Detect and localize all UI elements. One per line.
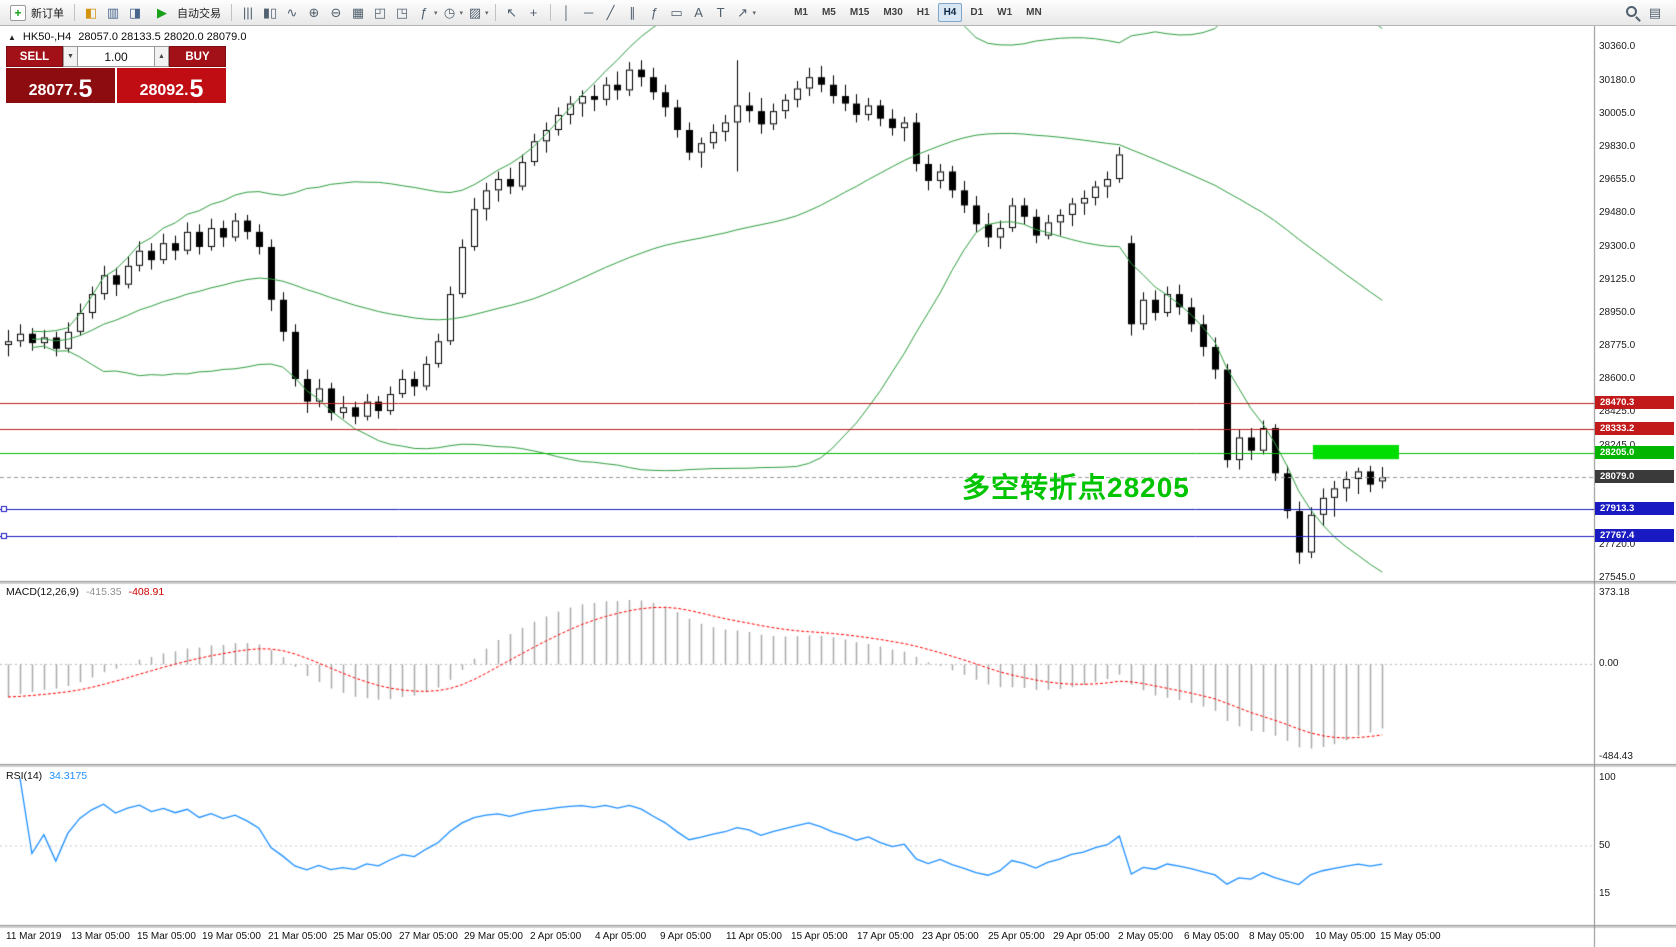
volume-increase-button[interactable]: ▲ — [154, 46, 169, 67]
buy-button[interactable]: BUY — [169, 46, 226, 67]
toolbar-separator — [74, 4, 75, 21]
cursor-icon[interactable]: ↖ — [506, 4, 517, 20]
shapes-icon[interactable]: ▭ — [670, 4, 683, 20]
timeframe-mn-button[interactable]: MN — [1026, 7, 1042, 18]
ohlc-label: 28057.0 28133.5 28020.0 28079.0 — [78, 31, 247, 43]
label-icon[interactable]: T — [716, 5, 725, 20]
horizontal-line-icon[interactable]: ─ — [583, 5, 594, 20]
timeframe-w1-button[interactable]: W1 — [997, 7, 1013, 18]
auto-arrange-icon[interactable]: ◰ — [373, 4, 387, 20]
search-icon[interactable] — [1623, 4, 1643, 22]
trendline-icon[interactable]: ╱ — [606, 4, 615, 20]
sell-price-fraction: 5 — [78, 74, 93, 103]
rsi-indicator-label: RSI(14) 34.3175 — [6, 770, 87, 782]
new-order-icon: + — [10, 4, 26, 21]
sell-price-display[interactable]: 28077. 5 — [6, 68, 115, 103]
autotrading-button[interactable]: ▶ 自动交易 — [146, 2, 226, 24]
symbol-period-label: HK50-,H4 — [22, 31, 72, 43]
new-order-label: 新订单 — [31, 7, 64, 20]
buy-price-display[interactable]: 28092. 5 — [117, 68, 226, 103]
one-click-trading-panel: SELL ▼ 1.00 ▲ BUY 28077. 5 28092. 5 — [6, 46, 226, 103]
autotrading-icon: ▶ — [157, 4, 167, 20]
timeframe-m15-button[interactable]: M15 — [849, 7, 870, 18]
new-chart-icon[interactable]: ▤ — [1648, 4, 1662, 20]
timeframe-h1-button[interactable]: H1 — [916, 7, 930, 18]
volume-decrease-button[interactable]: ▼ — [63, 46, 78, 67]
periods-icon-dropdown[interactable]: ▾ — [459, 9, 464, 17]
one-click-collapse-icon[interactable]: ▲ — [8, 32, 16, 42]
periods-icon[interactable]: ◷ — [443, 4, 456, 20]
macd-indicator-label: MACD(12,26,9) -415.35 -408.91 — [6, 586, 164, 598]
autotrading-label: 自动交易 — [177, 7, 221, 20]
arrows-icon-dropdown[interactable]: ▾ — [752, 9, 757, 17]
tile-windows-icon[interactable]: ▦ — [351, 4, 365, 20]
macd-main-value: -415.35 — [85, 586, 122, 598]
rsi-name: RSI(14) — [6, 770, 43, 782]
fibonacci-icon[interactable]: ƒ — [650, 5, 659, 20]
timeframe-m30-button[interactable]: M30 — [883, 7, 903, 18]
templates-icon-dropdown[interactable]: ▾ — [485, 9, 489, 17]
candlestick-chart-icon[interactable]: ▮▯ — [262, 4, 278, 20]
timeframe-h4-button[interactable]: H4 — [937, 3, 963, 22]
toolbar-separator — [231, 4, 232, 21]
timeframe-switcher: M1 M5 M15 M30 H1 H4 D1 W1 MN — [787, 3, 1049, 22]
terminal-icon[interactable]: ◨ — [128, 4, 142, 20]
line-chart-icon[interactable]: ∿ — [286, 4, 298, 20]
vertical-line-icon[interactable]: │ — [562, 5, 571, 20]
zoom-out-icon[interactable]: ⊖ — [330, 4, 342, 20]
buy-price-main: 28092. — [139, 82, 189, 100]
toolbar: + 新订单 ◧ ▥ ◨ ▶ 自动交易 ||| ▮▯ ∿ ⊕ ⊖ ▦ ◰ ◳ ƒ ▾ ◷ ▾ ▨ ▾ ↖ + │… — [0, 0, 1676, 26]
timeframe-m1-button[interactable]: M1 — [794, 7, 808, 18]
rsi-value: 34.3175 — [49, 770, 88, 782]
chart-annotation: 多空转折点28205 — [962, 472, 1190, 503]
macd-signal-value: -408.91 — [128, 586, 165, 598]
timeframe-m5-button[interactable]: M5 — [821, 7, 836, 18]
toolbar-separator — [494, 4, 496, 21]
market-watch-icon[interactable]: ◧ — [84, 4, 98, 20]
bar-chart-icon[interactable]: ||| — [242, 5, 254, 20]
arrows-icon[interactable]: ↗ — [737, 4, 748, 20]
indicators-icon-dropdown[interactable]: ▾ — [434, 9, 438, 17]
chart-header: ▲ HK50-,H4 28057.0 28133.5 28020.0 28079… — [8, 31, 246, 43]
sell-price-main: 28077. — [28, 82, 78, 100]
macd-name: MACD(12,26,9) — [6, 586, 79, 598]
data-window-icon[interactable]: ▥ — [106, 4, 120, 20]
equidistant-channel-icon[interactable]: ∥ — [629, 4, 636, 20]
sell-button[interactable]: SELL — [6, 46, 63, 67]
volume-input[interactable]: 1.00 — [78, 46, 154, 67]
cascade-windows-icon[interactable]: ◳ — [395, 4, 409, 20]
buy-price-fraction: 5 — [189, 74, 204, 103]
indicators-icon[interactable]: ƒ — [420, 5, 428, 20]
zoom-in-icon[interactable]: ⊕ — [308, 4, 320, 20]
new-order-button[interactable]: + 新订单 — [4, 3, 69, 23]
timeframe-d1-button[interactable]: D1 — [970, 7, 984, 18]
templates-icon[interactable]: ▨ — [468, 4, 482, 20]
text-icon[interactable]: A — [694, 5, 703, 20]
toolbar-separator — [549, 4, 551, 21]
crosshair-icon[interactable]: + — [529, 5, 538, 20]
